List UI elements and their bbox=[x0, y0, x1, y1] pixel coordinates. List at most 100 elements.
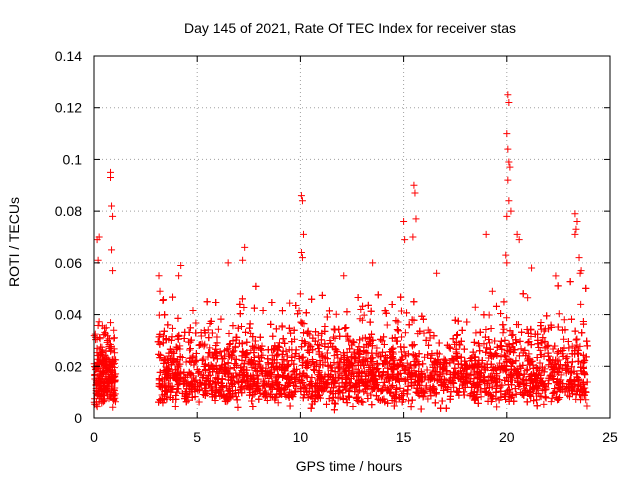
data-point bbox=[468, 383, 476, 391]
data-point bbox=[341, 324, 349, 332]
data-point bbox=[576, 342, 584, 350]
data-point bbox=[498, 381, 506, 389]
data-point bbox=[563, 353, 571, 361]
data-point bbox=[102, 347, 110, 355]
data-point bbox=[99, 384, 107, 392]
data-point bbox=[518, 328, 526, 336]
data-point bbox=[333, 348, 341, 356]
data-point bbox=[287, 329, 295, 337]
data-point bbox=[555, 310, 563, 318]
data-point bbox=[291, 378, 299, 386]
data-point bbox=[96, 334, 104, 342]
data-point bbox=[269, 332, 277, 340]
data-point bbox=[231, 342, 239, 350]
data-point bbox=[91, 395, 99, 403]
data-point bbox=[221, 397, 229, 405]
data-point bbox=[412, 388, 420, 396]
data-point bbox=[536, 346, 544, 354]
data-point bbox=[168, 324, 176, 332]
data-point bbox=[491, 337, 499, 345]
data-point bbox=[523, 365, 531, 373]
data-point bbox=[189, 352, 197, 360]
data-point bbox=[433, 349, 441, 357]
data-point bbox=[230, 363, 238, 371]
data-point bbox=[423, 366, 431, 374]
data-point bbox=[350, 348, 358, 356]
data-point bbox=[268, 298, 276, 306]
data-point bbox=[392, 388, 400, 396]
data-point bbox=[562, 366, 570, 374]
data-point bbox=[182, 392, 190, 400]
data-point bbox=[554, 282, 562, 290]
data-point bbox=[236, 386, 244, 394]
data-point bbox=[513, 320, 521, 328]
data-point bbox=[199, 371, 207, 379]
data-point bbox=[248, 397, 256, 405]
data-point bbox=[278, 307, 286, 315]
data-point bbox=[415, 391, 423, 399]
y-axis-label: ROTI / TECUs bbox=[6, 197, 22, 287]
data-point bbox=[171, 403, 179, 411]
data-point bbox=[224, 345, 232, 353]
data-point bbox=[98, 367, 106, 375]
data-point bbox=[168, 333, 176, 341]
data-point bbox=[329, 343, 337, 351]
data-point bbox=[236, 310, 244, 318]
data-point bbox=[540, 368, 548, 376]
data-point bbox=[424, 395, 432, 403]
data-point bbox=[272, 325, 280, 333]
data-point bbox=[155, 350, 163, 358]
data-point bbox=[323, 313, 331, 321]
data-point bbox=[357, 305, 365, 313]
data-point bbox=[418, 374, 426, 382]
data-point bbox=[286, 299, 294, 307]
data-point bbox=[110, 396, 118, 404]
data-point bbox=[100, 362, 108, 370]
data-point bbox=[107, 319, 115, 327]
data-point bbox=[214, 378, 222, 386]
data-point bbox=[234, 377, 242, 385]
data-point bbox=[294, 310, 302, 318]
data-point bbox=[281, 339, 289, 347]
data-point bbox=[485, 384, 493, 392]
data-point bbox=[469, 348, 477, 356]
data-point bbox=[311, 398, 319, 406]
data-point bbox=[407, 403, 415, 411]
data-point bbox=[463, 318, 471, 326]
data-point bbox=[566, 393, 574, 401]
data-point bbox=[318, 352, 326, 360]
data-point bbox=[460, 391, 468, 399]
data-point bbox=[454, 317, 462, 325]
data-point bbox=[360, 311, 368, 319]
data-point bbox=[172, 343, 180, 351]
data-point bbox=[263, 396, 271, 404]
data-point bbox=[308, 374, 316, 382]
data-point bbox=[388, 397, 396, 405]
data-point bbox=[278, 360, 286, 368]
data-point bbox=[397, 293, 405, 301]
data-point bbox=[307, 404, 315, 412]
data-point bbox=[110, 334, 118, 342]
data-point bbox=[417, 405, 425, 413]
data-point bbox=[500, 325, 508, 333]
data-point bbox=[195, 368, 203, 376]
data-point bbox=[456, 341, 464, 349]
data-point bbox=[335, 388, 343, 396]
data-point bbox=[195, 398, 203, 406]
data-point bbox=[398, 392, 406, 400]
data-point bbox=[524, 294, 532, 302]
data-point bbox=[522, 376, 530, 384]
data-point bbox=[410, 298, 418, 306]
data-point bbox=[338, 375, 346, 383]
data-point bbox=[229, 337, 237, 345]
data-point bbox=[212, 352, 220, 360]
data-point bbox=[568, 363, 576, 371]
data-point bbox=[380, 340, 388, 348]
data-point bbox=[388, 301, 396, 309]
data-point bbox=[258, 342, 266, 350]
data-point bbox=[525, 338, 533, 346]
data-point bbox=[95, 318, 103, 326]
data-point bbox=[269, 363, 277, 371]
data-point bbox=[218, 375, 226, 383]
data-point bbox=[498, 345, 506, 353]
